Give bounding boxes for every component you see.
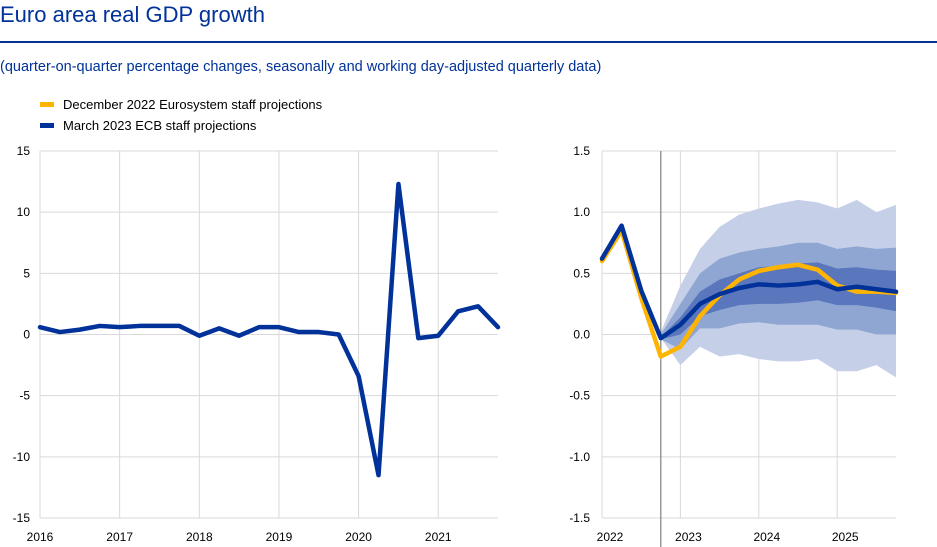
left-y-tick-label: 5: [23, 266, 30, 280]
projection-band-inner-range: [660, 262, 896, 340]
chart-subtitle: (quarter-on-quarter percentage changes, …: [0, 59, 602, 75]
right-y-tick-label: 0.0: [573, 328, 590, 342]
left-x-tick-label: 2018: [186, 530, 213, 544]
right-x-tick-label: 2022: [597, 530, 624, 544]
right-y-tick-label: -1.5: [569, 511, 590, 525]
right-x-tick-label: 2023: [675, 530, 702, 544]
legend-label-december-2022: December 2022 Eurosystem staff projectio…: [63, 97, 323, 112]
legend-item-march-2023: March 2023 ECB staff projections: [40, 115, 322, 136]
left-chart-history: 15 10 5 0 -5 -10 -15 2016 2017 2018 2019 2020 2021: [13, 144, 501, 544]
left-series-line-march-2023: [37, 181, 501, 478]
right-y-tick-label: 1.0: [573, 205, 590, 219]
left-x-tick-label: 2017: [106, 530, 133, 544]
legend-swatch-december-2022: [40, 102, 54, 107]
legend-label-march-2023: March 2023 ECB staff projections: [63, 118, 257, 133]
left-y-tick-label: 15: [17, 144, 31, 158]
right-y-tick-label: 0.5: [573, 266, 590, 280]
legend-item-december-2022: December 2022 Eurosystem staff projectio…: [40, 94, 322, 115]
chart-title: Euro area real GDP growth: [0, 2, 265, 27]
right-y-tick-label: 1.5: [573, 144, 590, 158]
legend-swatch-march-2023: [40, 123, 54, 128]
right-x-tick-label: 2025: [832, 530, 859, 544]
left-y-tick-label: -5: [19, 389, 30, 403]
right-y-tick-label: -0.5: [569, 389, 590, 403]
left-x-tick-label: 2019: [266, 530, 293, 544]
left-y-tick-label: 0: [23, 328, 30, 342]
right-x-tick-label: 2024: [753, 530, 780, 544]
left-y-tick-label: -15: [13, 511, 31, 525]
title-rule: [0, 41, 937, 43]
left-x-tick-label: 2021: [425, 530, 452, 544]
left-y-tick-label: 10: [17, 205, 31, 219]
right-series-line-march-2023: [599, 223, 899, 341]
left-y-tick-label: -10: [13, 450, 31, 464]
right-y-tick-label: -1.0: [569, 450, 590, 464]
left-x-tick-label: 2020: [345, 530, 372, 544]
legend: December 2022 Eurosystem staff projectio…: [40, 94, 322, 136]
right-chart-projections: 1.5 1.0 0.5 0.0 -0.5 -1.0 -1.5 2022 2023 2024 2025: [569, 144, 899, 547]
left-x-tick-label: 2016: [27, 530, 54, 544]
